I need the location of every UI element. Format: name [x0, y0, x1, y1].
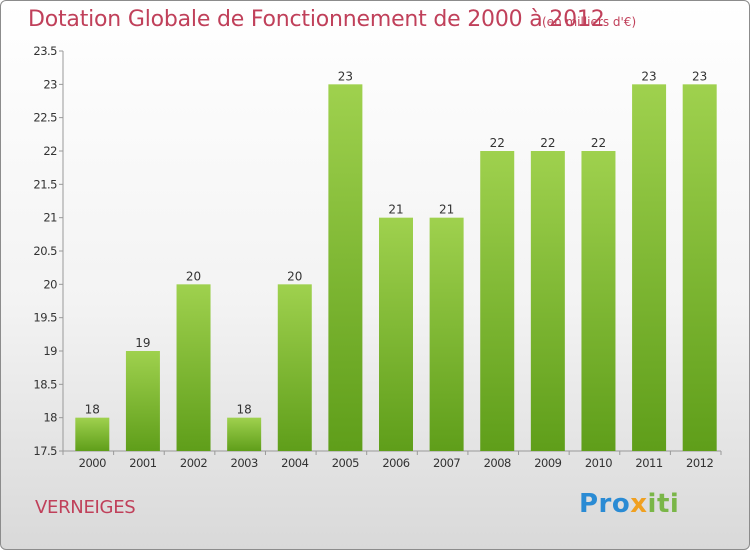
bar-value-label: 21: [388, 203, 403, 217]
bar-value-label: 18: [85, 403, 100, 417]
bar-value-label: 19: [135, 336, 150, 350]
bar: [379, 217, 413, 451]
bar: [429, 217, 464, 451]
x-tick-label: 2008: [484, 456, 511, 470]
bar: [480, 151, 515, 451]
logo-part-3: iti: [647, 489, 680, 519]
bar: [125, 351, 160, 451]
chart-subtitle: (en milliers d'€): [542, 15, 637, 29]
bar: [581, 151, 616, 451]
bar: [227, 417, 262, 451]
bar: [632, 84, 667, 451]
axes: 17.5 18 18.5 19 19.5 20 20.5 21 21.5 22 22.5 23 23.5…: [33, 44, 722, 470]
place-name: VERNEIGES: [35, 497, 136, 518]
y-tick-label: 21.5: [33, 177, 57, 191]
bar: [277, 284, 312, 451]
x-tick-label: 2009: [534, 456, 561, 470]
y-tick-label: 21: [43, 211, 57, 225]
bar-value-label: 22: [591, 136, 606, 150]
x-tick-label: 2004: [281, 456, 308, 470]
bar-value-label: 23: [692, 69, 707, 83]
bar: [328, 84, 363, 451]
y-tick-label: 20.5: [33, 244, 57, 258]
bar-value-label: 20: [186, 269, 201, 283]
y-tick-label: 19: [43, 344, 57, 358]
x-tick-label: 2012: [686, 456, 713, 470]
y-tick-label: 23: [43, 77, 57, 91]
y-tick-label: 18: [43, 411, 57, 425]
y-tick-label: 22: [43, 144, 57, 158]
logo-part-2: x: [630, 489, 648, 519]
x-tick-label: 2005: [332, 456, 359, 470]
proxiti-logo: Proxiti: [579, 489, 679, 519]
x-tick-label: 2003: [231, 456, 258, 470]
bar-value-label: 22: [540, 136, 555, 150]
bar: [530, 151, 565, 451]
x-tick-label: 2000: [79, 456, 106, 470]
y-tick-label: 22.5: [33, 111, 57, 125]
bar-value-label: 22: [490, 136, 505, 150]
chart-title: Dotation Globale de Fonctionnement de 20…: [28, 7, 605, 32]
y-tick-label: 19.5: [33, 311, 57, 325]
bar-value-label: 20: [287, 269, 302, 283]
bar: [75, 417, 110, 451]
y-tick-label: 20: [43, 277, 57, 291]
y-tick-label: 17.5: [33, 444, 57, 458]
logo-part-1: Pro: [579, 489, 631, 519]
bars: 18 19 20 18 20 23 21 21 22 22 22 23 23: [75, 69, 717, 451]
bar-value-label: 23: [641, 69, 656, 83]
x-tick-label: 2007: [433, 456, 460, 470]
x-tick-label: 2002: [180, 456, 207, 470]
bar-value-label: 23: [338, 69, 353, 83]
y-tick-label: 18.5: [33, 377, 57, 391]
x-tick-label: 2010: [585, 456, 612, 470]
y-tick-label: 23.5: [33, 44, 57, 58]
x-tick-label: 2011: [635, 456, 662, 470]
bar-value-label: 18: [237, 403, 252, 417]
bar: [176, 284, 211, 451]
x-tick-label: 2006: [382, 456, 409, 470]
x-tick-label: 2001: [129, 456, 156, 470]
bar: [682, 84, 717, 451]
bar-value-label: 21: [439, 203, 454, 217]
